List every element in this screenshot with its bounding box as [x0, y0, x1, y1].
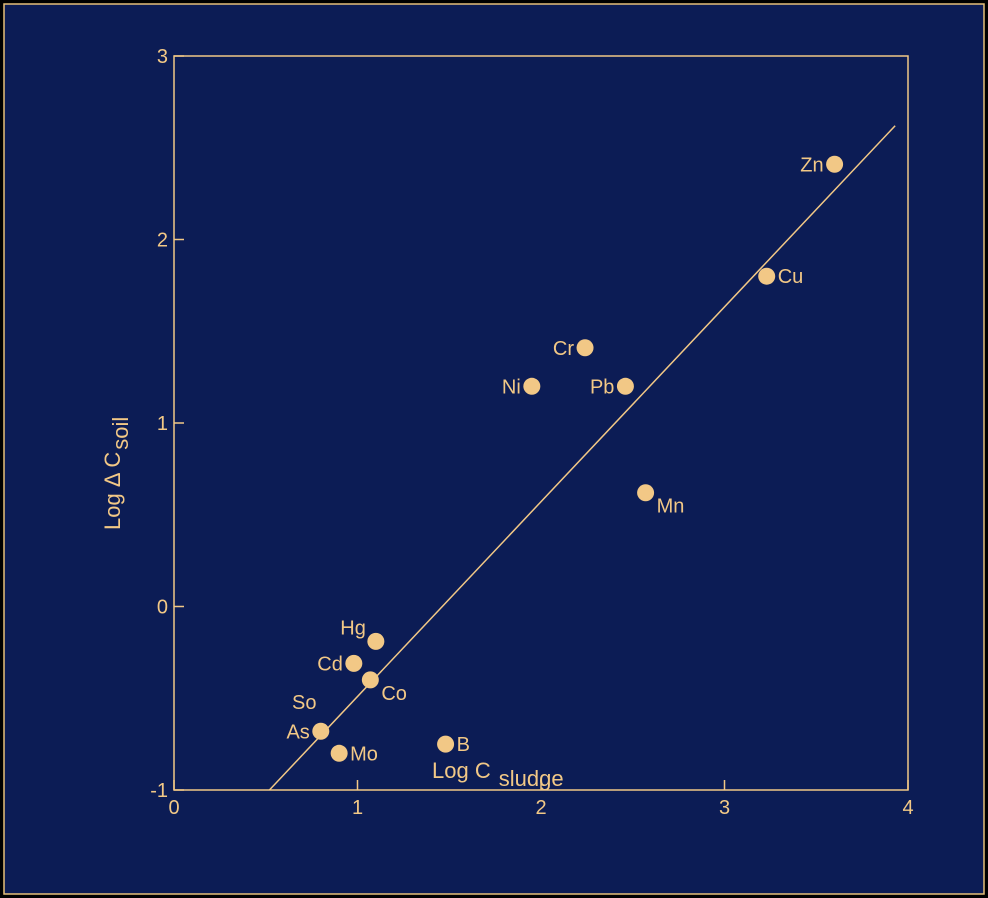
- y-axis-label: Log Δ Csoil: [100, 417, 133, 530]
- x-tick-label: 2: [535, 797, 546, 819]
- data-label-as: As: [286, 721, 309, 743]
- data-point-cu: [758, 267, 776, 285]
- y-tick-label: 3: [157, 46, 168, 68]
- data-label-cr: Cr: [553, 338, 574, 360]
- y-tick-label: 0: [157, 597, 168, 619]
- data-label-cd: Cd: [317, 653, 343, 675]
- data-point-ni: [523, 377, 541, 395]
- data-label-hg: Hg: [340, 617, 366, 639]
- data-points: Zn Cu Cr Ni Pb Mn Hg Cd Co As Mo B: [286, 154, 844, 765]
- data-label-b: B: [457, 734, 470, 756]
- data-label-mn: Mn: [657, 496, 685, 518]
- annotations: So: [292, 692, 316, 714]
- data-point-pb: [616, 377, 634, 395]
- x-tick-label: 3: [719, 797, 730, 819]
- data-point-hg: [367, 632, 385, 650]
- data-label-mo: Mo: [350, 743, 378, 765]
- data-point-as: [312, 722, 330, 740]
- y-tick-label: 2: [157, 230, 168, 252]
- x-tick-label: 4: [902, 797, 913, 819]
- data-label-zn: Zn: [800, 154, 823, 176]
- data-label-ni: Ni: [502, 376, 521, 398]
- data-point-co: [361, 671, 379, 689]
- data-label-pb: Pb: [590, 376, 614, 398]
- data-point-cd: [345, 654, 363, 672]
- data-point-mn: [637, 484, 655, 502]
- x-tick-label: 1: [352, 797, 363, 819]
- data-point-cr: [576, 339, 594, 357]
- data-point-zn: [826, 155, 844, 173]
- data-label-cu: Cu: [778, 266, 804, 288]
- chart-background: [3, 3, 985, 895]
- data-label-co: Co: [381, 683, 407, 705]
- y-tick-label: -1: [150, 780, 168, 802]
- data-point-mo: [330, 744, 348, 762]
- y-tick-label: 1: [157, 413, 168, 435]
- data-point-b: [437, 735, 455, 753]
- annotation-label: So: [292, 692, 316, 714]
- x-tick-label: 0: [168, 797, 179, 819]
